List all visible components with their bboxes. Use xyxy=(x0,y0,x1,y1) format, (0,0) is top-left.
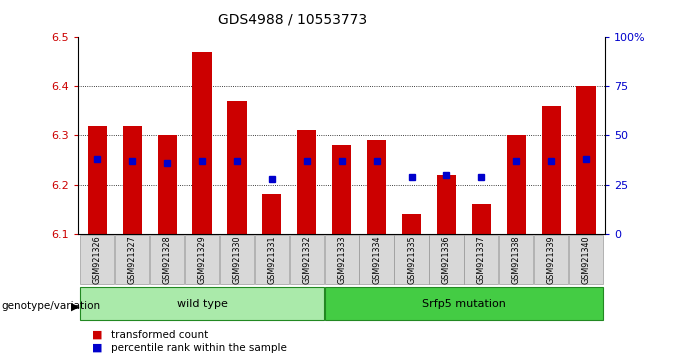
FancyBboxPatch shape xyxy=(115,235,150,284)
FancyBboxPatch shape xyxy=(290,235,324,284)
FancyBboxPatch shape xyxy=(499,235,533,284)
FancyBboxPatch shape xyxy=(324,287,603,320)
Bar xyxy=(297,131,316,234)
Text: ■: ■ xyxy=(92,343,102,353)
Text: GSM921328: GSM921328 xyxy=(163,235,171,284)
Text: GSM921330: GSM921330 xyxy=(233,235,241,284)
Bar xyxy=(402,214,421,234)
Text: Srfp5 mutation: Srfp5 mutation xyxy=(422,298,506,309)
FancyBboxPatch shape xyxy=(429,235,464,284)
Bar xyxy=(262,194,282,234)
Text: GSM921331: GSM921331 xyxy=(267,235,276,284)
Text: genotype/variation: genotype/variation xyxy=(1,301,101,310)
FancyBboxPatch shape xyxy=(360,235,394,284)
Text: ▶: ▶ xyxy=(71,301,79,311)
FancyBboxPatch shape xyxy=(255,235,289,284)
FancyBboxPatch shape xyxy=(185,235,219,284)
Bar xyxy=(192,52,211,234)
FancyBboxPatch shape xyxy=(569,235,603,284)
Text: GSM921335: GSM921335 xyxy=(407,235,416,284)
Bar xyxy=(577,86,596,234)
Text: ■: ■ xyxy=(92,330,102,339)
Text: percentile rank within the sample: percentile rank within the sample xyxy=(111,343,287,353)
Text: GSM921339: GSM921339 xyxy=(547,235,556,284)
Text: GSM921336: GSM921336 xyxy=(442,235,451,284)
Text: GSM921332: GSM921332 xyxy=(303,235,311,284)
Bar xyxy=(437,175,456,234)
Bar xyxy=(227,101,247,234)
Text: GSM921340: GSM921340 xyxy=(581,235,590,284)
Bar xyxy=(541,106,561,234)
Bar xyxy=(472,204,491,234)
Text: GSM921326: GSM921326 xyxy=(93,235,102,284)
FancyBboxPatch shape xyxy=(534,235,568,284)
Text: GSM921334: GSM921334 xyxy=(372,235,381,284)
Bar xyxy=(367,140,386,234)
Text: GSM921337: GSM921337 xyxy=(477,235,486,284)
FancyBboxPatch shape xyxy=(464,235,498,284)
Text: GSM921333: GSM921333 xyxy=(337,235,346,284)
FancyBboxPatch shape xyxy=(324,235,359,284)
Text: transformed count: transformed count xyxy=(111,330,208,339)
Bar xyxy=(158,135,177,234)
Bar xyxy=(332,145,352,234)
FancyBboxPatch shape xyxy=(220,235,254,284)
Text: GDS4988 / 10553773: GDS4988 / 10553773 xyxy=(218,12,367,27)
Bar xyxy=(122,126,142,234)
Text: GSM921338: GSM921338 xyxy=(512,235,521,284)
Bar xyxy=(88,126,107,234)
Text: GSM921329: GSM921329 xyxy=(198,235,207,284)
FancyBboxPatch shape xyxy=(80,235,114,284)
FancyBboxPatch shape xyxy=(150,235,184,284)
FancyBboxPatch shape xyxy=(80,287,324,320)
Bar xyxy=(507,135,526,234)
FancyBboxPatch shape xyxy=(394,235,428,284)
Text: wild type: wild type xyxy=(177,298,228,309)
Text: GSM921327: GSM921327 xyxy=(128,235,137,284)
